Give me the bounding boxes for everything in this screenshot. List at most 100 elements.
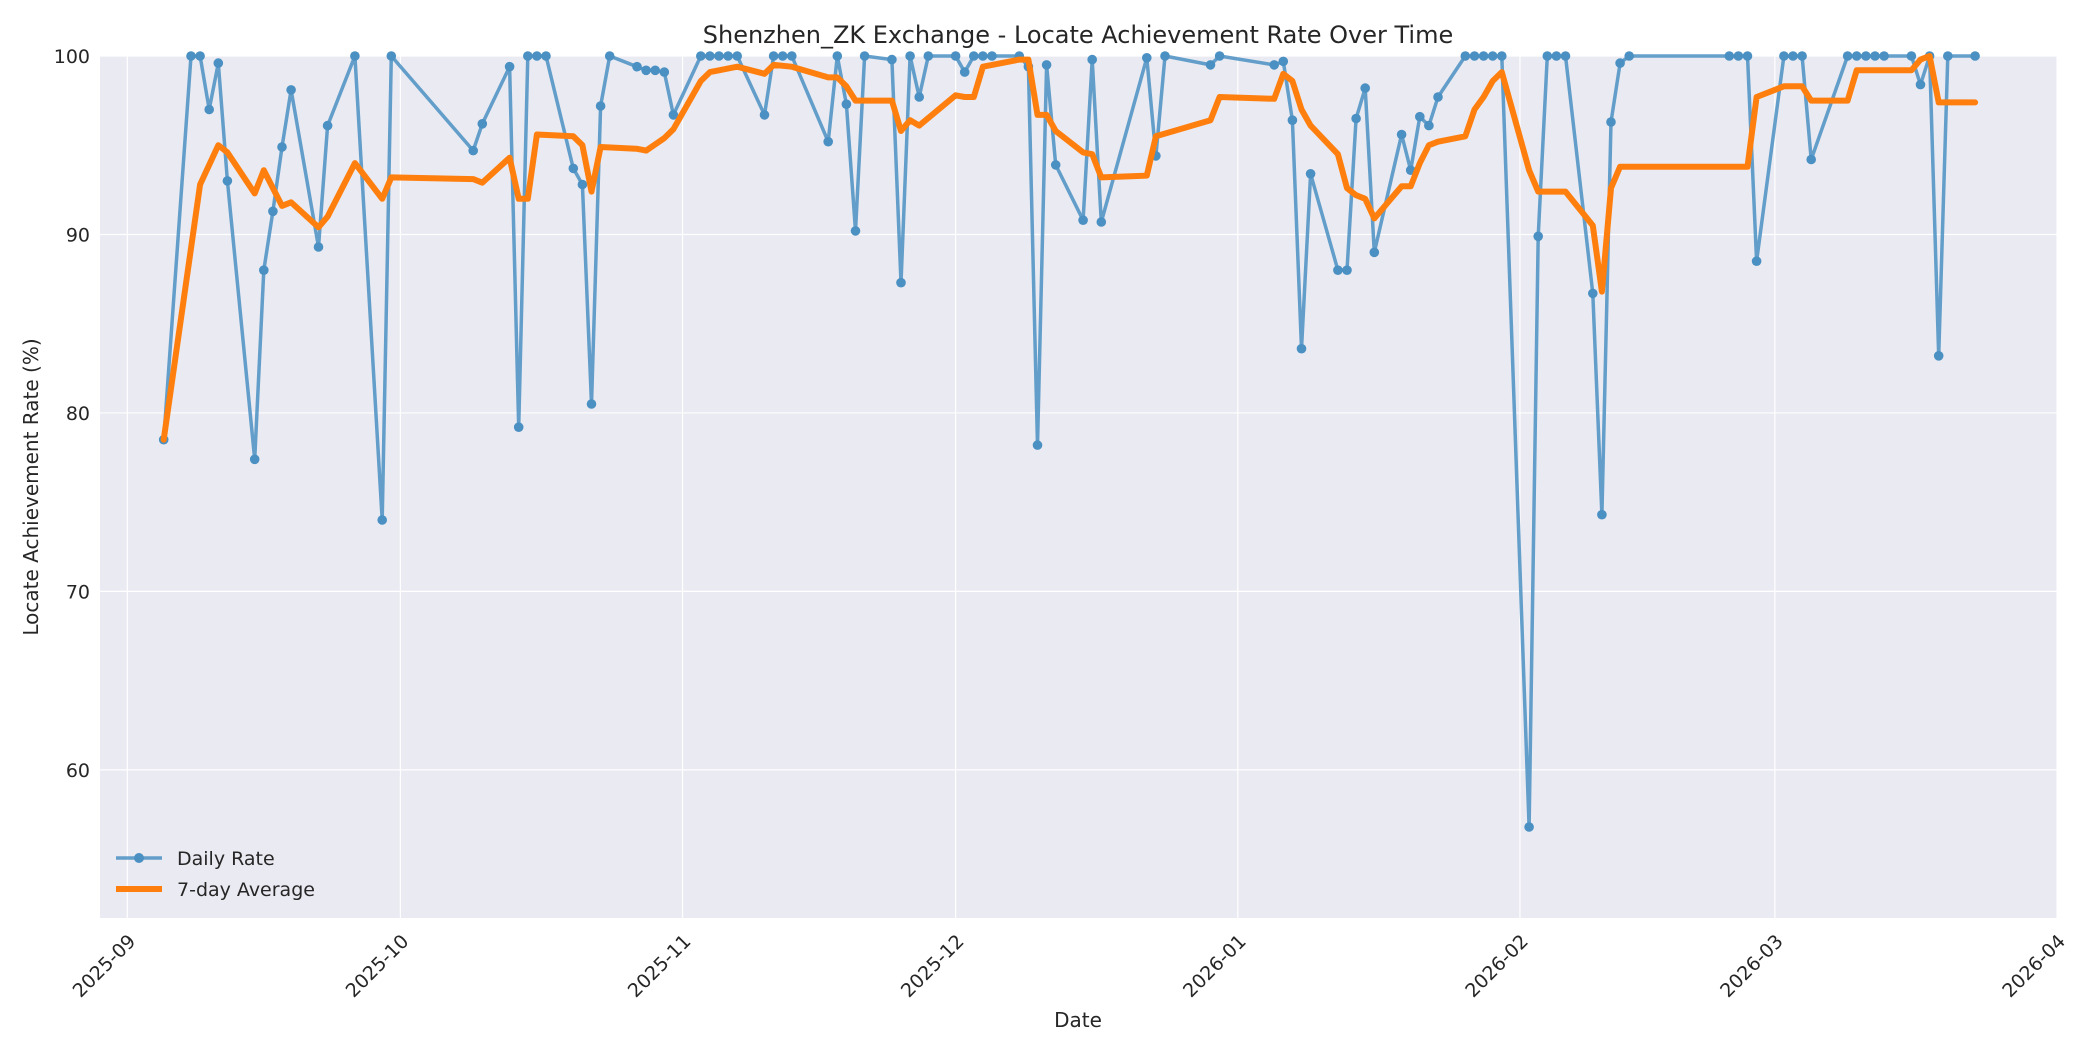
daily-rate-point xyxy=(1342,265,1352,276)
daily-rate-point xyxy=(204,104,214,115)
daily-rate-point xyxy=(896,277,906,288)
daily-rate-point xyxy=(1751,256,1762,267)
daily-rate-point xyxy=(468,145,479,156)
daily-rate-point xyxy=(1096,217,1107,227)
daily-rate-point xyxy=(1879,51,1889,61)
daily-rate-point xyxy=(1460,51,1471,61)
daily-rate-point xyxy=(705,51,715,61)
daily-rate-point xyxy=(1087,54,1097,65)
daily-rate-point xyxy=(1360,83,1370,93)
daily-rate-point xyxy=(768,51,779,61)
daily-rate-point xyxy=(286,85,296,95)
daily-rate-point xyxy=(259,265,269,276)
daily-rate-point xyxy=(1779,51,1789,61)
daily-rate-point xyxy=(850,226,861,236)
daily-rate-point xyxy=(1806,154,1816,165)
legend-daily-label: Daily Rate xyxy=(177,848,275,870)
daily-rate-point xyxy=(1396,129,1407,140)
legend: Daily Rate 7-day Average xyxy=(116,848,315,901)
daily-rate-point xyxy=(1733,51,1744,61)
daily-rate-point xyxy=(832,51,843,61)
daily-rate-point xyxy=(186,51,196,61)
daily-rate-point xyxy=(1424,120,1434,131)
daily-rate-point xyxy=(513,422,524,433)
daily-rate-point xyxy=(759,110,770,120)
daily-rate-point xyxy=(249,454,260,465)
daily-rate-point xyxy=(1497,51,1507,61)
y-tick-label: 60 xyxy=(66,760,90,782)
daily-rate-point xyxy=(1788,51,1798,61)
y-tick-label: 80 xyxy=(66,403,90,425)
daily-rate-point xyxy=(1278,56,1289,67)
legend-average-label: 7-day Average xyxy=(177,879,315,901)
daily-rate-point xyxy=(959,67,970,77)
daily-rate-point xyxy=(1487,51,1498,61)
daily-rate-point xyxy=(1369,247,1380,258)
daily-rate-point xyxy=(377,515,388,525)
daily-rate-point xyxy=(268,206,278,217)
daily-rate-point xyxy=(1032,440,1043,450)
daily-rate-point xyxy=(987,51,997,61)
y-tick-label: 70 xyxy=(66,581,90,603)
daily-rate-point xyxy=(350,51,360,61)
daily-rate-point xyxy=(1333,265,1343,276)
daily-rate-point xyxy=(1415,111,1425,122)
y-tick-label: 90 xyxy=(66,224,90,246)
daily-rate-point xyxy=(1906,51,1917,61)
daily-rate-point xyxy=(641,65,651,76)
daily-rate-point xyxy=(632,61,642,72)
daily-rate-point xyxy=(777,51,788,61)
daily-rate-point xyxy=(1269,60,1279,70)
daily-rate-point xyxy=(1050,160,1061,170)
daily-rate-point xyxy=(969,51,979,61)
daily-rate-point xyxy=(1160,51,1170,61)
grid-lines xyxy=(100,55,2058,918)
daily-rate-point xyxy=(859,51,870,61)
daily-rate-point xyxy=(905,51,915,61)
daily-rate-point xyxy=(1296,343,1307,354)
daily-rate-point xyxy=(1861,51,1871,61)
daily-rate-point xyxy=(541,51,551,61)
series-layer xyxy=(158,51,1980,832)
daily-rate-point xyxy=(650,65,660,76)
daily-rate-point xyxy=(1851,51,1862,61)
daily-rate-point xyxy=(1615,58,1625,68)
daily-rate-point xyxy=(923,51,934,61)
daily-rate-point xyxy=(787,51,797,61)
daily-rate-point xyxy=(1351,113,1361,124)
daily-rate-point xyxy=(1560,51,1571,61)
daily-rate-point xyxy=(1943,51,1953,61)
daily-rate-point xyxy=(1870,51,1880,61)
daily-rate-point xyxy=(978,51,988,61)
daily-rate-point xyxy=(1551,51,1562,61)
daily-rate-point xyxy=(1724,51,1735,61)
daily-rate-point xyxy=(277,142,287,152)
daily-rate-point xyxy=(1624,51,1634,61)
daily-rate-point xyxy=(586,399,597,409)
daily-rate-point xyxy=(322,120,333,131)
daily-rate-point xyxy=(1542,51,1553,61)
daily-rate-point xyxy=(950,51,961,61)
daily-rate-point xyxy=(1041,60,1052,70)
daily-rate-point xyxy=(222,176,233,186)
daily-rate-point xyxy=(213,58,224,68)
chart-title: Shenzhen_ZK Exchange - Locate Achievemen… xyxy=(703,21,1454,49)
daily-rate-point xyxy=(1842,51,1853,61)
daily-rate-point xyxy=(1214,51,1225,61)
daily-rate-point xyxy=(523,51,533,61)
daily-rate-point xyxy=(195,51,205,61)
daily-rate-point xyxy=(723,51,733,61)
daily-rate-point xyxy=(714,51,724,61)
legend-daily-marker xyxy=(134,853,144,863)
daily-rate-point xyxy=(1078,215,1088,225)
daily-rate-point xyxy=(841,99,852,109)
seven-day-average-line xyxy=(160,53,1979,443)
daily-rate-point xyxy=(1305,169,1316,179)
daily-rate-point xyxy=(823,136,833,147)
daily-rate-point xyxy=(732,51,742,61)
daily-rate-point xyxy=(1597,509,1607,520)
daily-rate-point xyxy=(568,163,579,174)
daily-rate-point xyxy=(604,51,615,61)
